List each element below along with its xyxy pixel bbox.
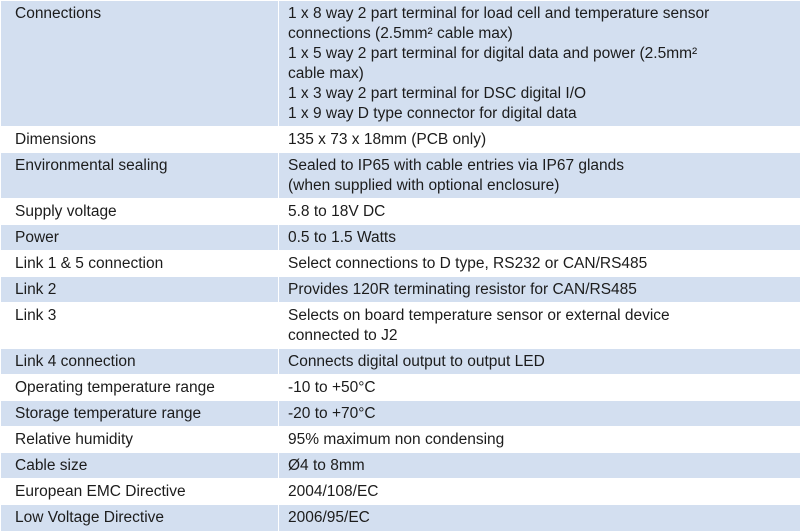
spec-row-storage-temperature: Storage temperature range -20 to +70°C [1,401,800,427]
spec-row-link-4-connection: Link 4 connection Connects digital outpu… [1,349,800,375]
spec-value: 135 x 73 x 18mm (PCB only) [279,127,800,153]
spec-row-operating-temperature: Operating temperature range -10 to +50°C [1,375,800,401]
spec-row-cable-size: Cable size Ø4 to 8mm [1,453,800,479]
spec-label: Link 2 [1,277,279,303]
spec-value: -10 to +50°C [279,375,800,401]
spec-value: 0.5 to 1.5 Watts [279,225,800,251]
spec-label: Link 4 connection [1,349,279,375]
spec-value: Sealed to IP65 with cable entries via IP… [279,153,800,199]
spec-row-link-3: Link 3 Selects on board temperature sens… [1,303,800,349]
spec-value: Provides 120R terminating resistor for C… [279,277,800,303]
spec-label: Operating temperature range [1,375,279,401]
spec-row-relative-humidity: Relative humidity 95% maximum non conden… [1,427,800,453]
spec-value: 1 x 8 way 2 part terminal for load cell … [279,1,800,127]
spec-row-power: Power 0.5 to 1.5 Watts [1,225,800,251]
spec-value: Connects digital output to output LED [279,349,800,375]
spec-value: 5.8 to 18V DC [279,199,800,225]
spec-label: Relative humidity [1,427,279,453]
spec-label: Environmental sealing [1,153,279,199]
spec-value: 2004/108/EC [279,479,800,505]
spec-label: Link 1 & 5 connection [1,251,279,277]
spec-row-supply-voltage: Supply voltage 5.8 to 18V DC [1,199,800,225]
spec-value: 2006/95/EC [279,505,800,532]
spec-label: Storage temperature range [1,401,279,427]
spec-value: Ø4 to 8mm [279,453,800,479]
spec-label: Low Voltage Directive [1,505,279,532]
spec-label: Connections [1,1,279,127]
spec-row-link-1-5-connection: Link 1 & 5 connection Select connections… [1,251,800,277]
spec-label: European EMC Directive [1,479,279,505]
spec-value: -20 to +70°C [279,401,800,427]
spec-row-dimensions: Dimensions 135 x 73 x 18mm (PCB only) [1,127,800,153]
spec-row-link-2: Link 2 Provides 120R terminating resisto… [1,277,800,303]
spec-row-environmental-sealing: Environmental sealing Sealed to IP65 wit… [1,153,800,199]
spec-label: Link 3 [1,303,279,349]
spec-value: Select connections to D type, RS232 or C… [279,251,800,277]
spec-row-low-voltage-directive: Low Voltage Directive 2006/95/EC [1,505,800,532]
spec-label: Power [1,225,279,251]
spec-value: 95% maximum non condensing [279,427,800,453]
spec-value: Selects on board temperature sensor or e… [279,303,800,349]
spec-label: Dimensions [1,127,279,153]
spec-label: Supply voltage [1,199,279,225]
spec-label: Cable size [1,453,279,479]
spec-row-connections: Connections 1 x 8 way 2 part terminal fo… [1,1,800,127]
spec-row-emc-directive: European EMC Directive 2004/108/EC [1,479,800,505]
